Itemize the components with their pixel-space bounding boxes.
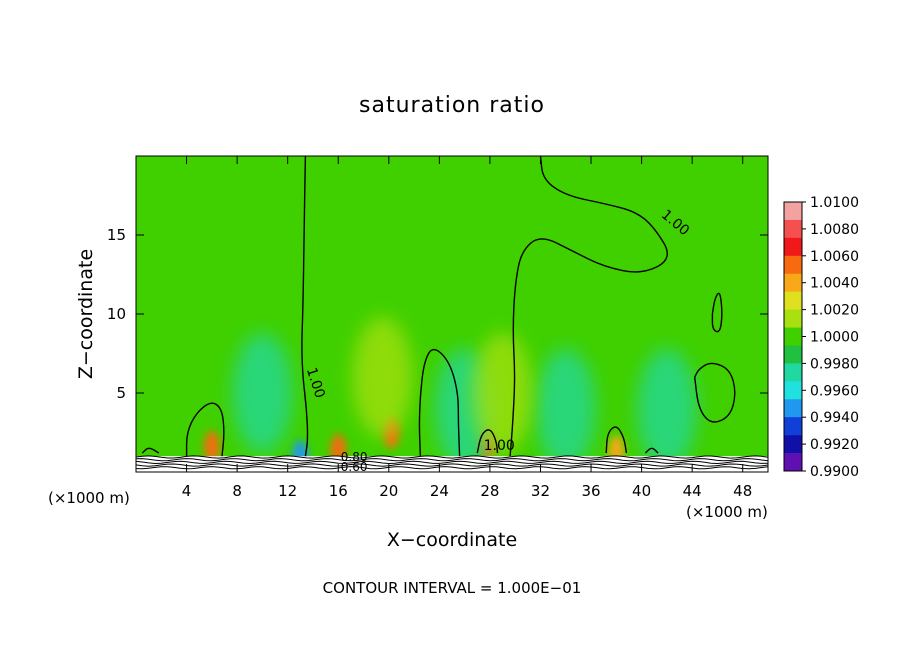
x-tick-label: 16	[329, 482, 348, 500]
contour-label: 1.00	[484, 438, 515, 454]
heatmap-cell	[472, 333, 533, 453]
colorbar-label: 1.0000	[810, 330, 859, 346]
colorbar-label: 1.0020	[810, 303, 859, 319]
y-axis-label: Z−coordinate	[75, 249, 97, 379]
terrain-contour	[136, 455, 768, 459]
colorbar-swatch	[784, 202, 802, 221]
colorbar-label: 0.9940	[810, 410, 859, 426]
x-tick-label: 24	[430, 482, 449, 500]
colorbar-swatch	[784, 345, 802, 364]
x-tick-label: 32	[531, 482, 550, 500]
colorbar-swatch	[784, 273, 802, 292]
x-tick-label: 40	[632, 482, 651, 500]
surface-label: 0.60	[341, 460, 368, 474]
colorbar-label: 0.9920	[810, 437, 859, 453]
terrain-surface: 0.800.60	[136, 450, 768, 474]
y-axis: 5 10 15	[107, 226, 768, 402]
x-tick-label: 20	[379, 482, 398, 500]
colorbar-swatch	[784, 255, 802, 275]
colorbar-swatch	[784, 453, 802, 472]
contour-line	[694, 362, 736, 423]
heatmap-cell	[203, 430, 220, 463]
x-tick-label: 48	[733, 482, 752, 500]
x-axis-label: X−coordinate	[387, 529, 517, 551]
colorbar-swatch	[784, 417, 802, 436]
terrain-contour	[136, 463, 768, 467]
x-tick-label: 8	[232, 482, 242, 500]
chart-title: saturation ratio	[359, 93, 545, 118]
colorbar-label: 0.9960	[810, 383, 859, 399]
y-tick-label: 10	[107, 305, 126, 323]
heatmap-cell	[636, 348, 697, 469]
x-unit-left: (×1000 m)	[48, 489, 130, 507]
contour-interval-note: CONTOUR INTERVAL = 1.000E−01	[323, 579, 582, 597]
colorbar-label: 1.0040	[810, 276, 859, 292]
colorbar-label: 1.0100	[810, 195, 859, 211]
colorbar: 1.0100 1.0080 1.0060 1.0040 1.0020 1.0000 0.99…	[783, 195, 859, 480]
x-tick-label: 36	[581, 482, 600, 500]
x-unit-right: (×1000 m)	[686, 503, 768, 521]
colorbar-swatch	[784, 327, 802, 346]
x-tick-label: 28	[480, 482, 499, 500]
contour-line	[476, 429, 499, 454]
colorbar-label: 1.0080	[810, 222, 859, 238]
contour-line	[605, 426, 628, 454]
colorbar-swatch	[784, 291, 802, 310]
colorbar-swatch	[784, 309, 802, 328]
colorbar-swatch	[784, 219, 802, 239]
contour-line	[418, 348, 461, 457]
heatmap-cell	[535, 348, 596, 469]
heatmap-cell	[352, 317, 413, 438]
colorbar-swatch	[784, 399, 802, 418]
terrain-contour	[136, 460, 768, 465]
colorbar-swatch	[784, 435, 802, 454]
contour-line	[301, 156, 309, 457]
contour-line	[711, 292, 723, 333]
heatmap-cell	[232, 333, 293, 453]
y-tick-label: 5	[116, 384, 126, 402]
colorbar-swatch	[784, 381, 802, 400]
contour-line	[509, 156, 668, 457]
contour-line	[185, 402, 225, 457]
contour-line	[644, 447, 659, 454]
y-tick-label: 15	[107, 226, 126, 244]
terrain-contour	[136, 458, 768, 462]
colorbar-label: 1.0060	[810, 249, 859, 265]
colorbar-swatch	[784, 363, 802, 382]
plot-area: 0.800.60 1.001.001.00	[136, 156, 768, 474]
colorbar-label: 0.9980	[810, 356, 859, 372]
x-axis: 4 8 12 16 20 24 28 32 36 40 44 48	[182, 156, 752, 500]
colorbar-swatch	[784, 237, 802, 257]
x-tick-label: 12	[278, 482, 297, 500]
surface-label: 0.80	[341, 450, 368, 464]
x-tick-label: 44	[683, 482, 702, 500]
x-tick-label: 4	[182, 482, 192, 500]
contour-line	[141, 447, 160, 454]
colorbar-label: 0.9900	[810, 464, 859, 480]
terrain-contour	[136, 466, 768, 470]
